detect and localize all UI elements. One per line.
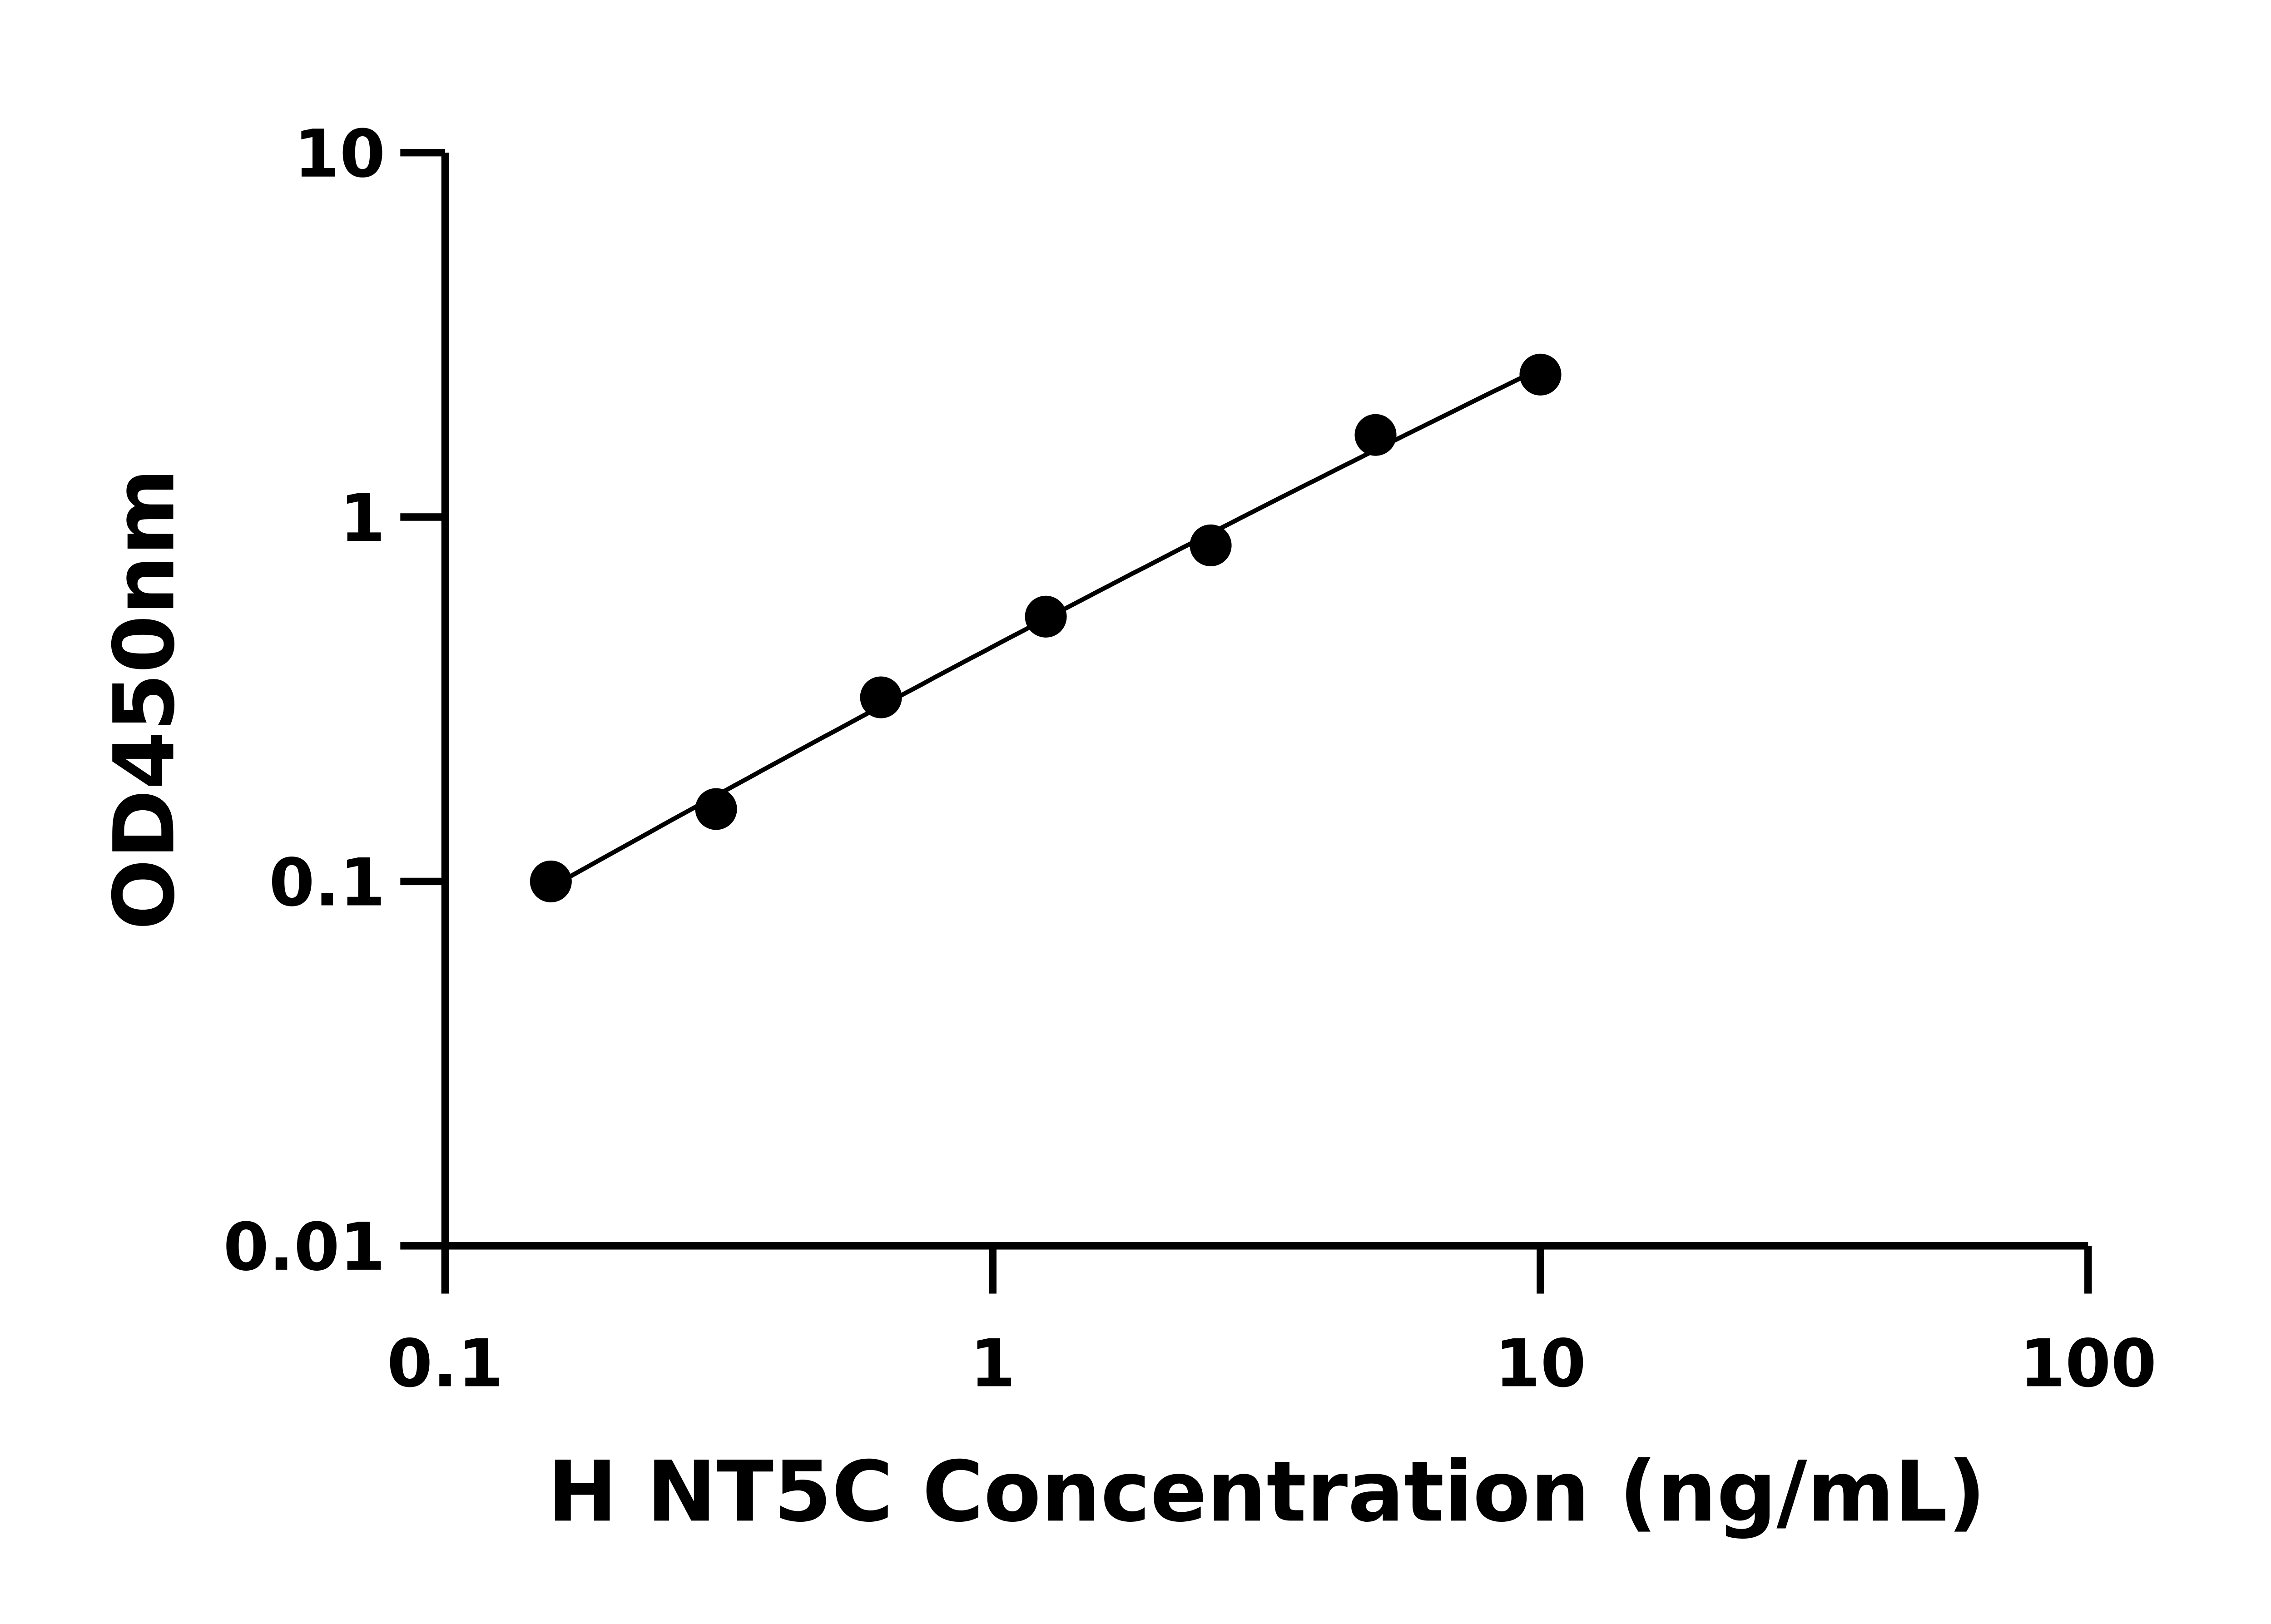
data-point — [695, 788, 737, 830]
x-axis-title: H NT5C Concentration (ng/mL) — [547, 1443, 1986, 1540]
axes — [400, 149, 2092, 1294]
y-tick-label: 0.01 — [223, 1209, 385, 1286]
x-tick-label: 0.1 — [387, 1326, 503, 1402]
y-tick-label: 1 — [340, 480, 386, 557]
x-tick-label: 1 — [970, 1326, 1016, 1402]
data-point — [1190, 524, 1232, 566]
x-tick-label: 10 — [1495, 1326, 1586, 1402]
y-tick-label: 10 — [294, 116, 385, 193]
y-tick-label: 0.1 — [269, 845, 385, 921]
x-tick-label: 100 — [2019, 1326, 2157, 1402]
x-tick-labels: 0.1 1 10 100 — [387, 1326, 2157, 1402]
data-point — [530, 860, 572, 902]
data-point — [1354, 414, 1397, 456]
data-points — [530, 353, 1562, 902]
data-point — [860, 676, 902, 718]
data-point — [1519, 353, 1562, 396]
y-axis-title: OD450nm — [96, 468, 193, 930]
y-tick-labels: 0.01 0.1 1 10 — [223, 116, 385, 1286]
data-point — [1025, 595, 1067, 638]
